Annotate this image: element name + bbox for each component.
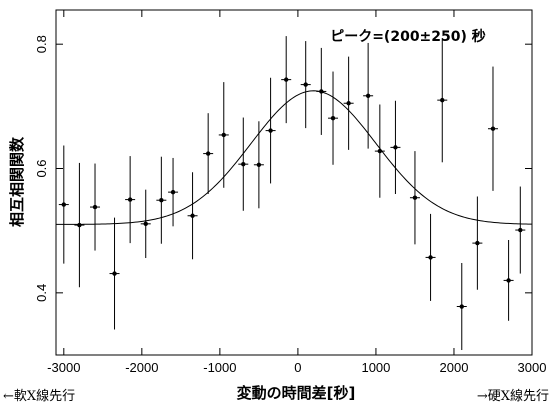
gaussian-fit-curve xyxy=(56,90,533,225)
data-point xyxy=(127,197,133,202)
peak-annotation: ピーク=(200±250) 秒 xyxy=(330,28,486,45)
data-point xyxy=(92,204,98,210)
data-point xyxy=(377,148,383,154)
data-point xyxy=(221,132,226,138)
data-point xyxy=(268,128,273,133)
y-tick-label: 0.8 xyxy=(34,35,49,53)
soft-xray-lead-note: ←軟X線先行 xyxy=(3,388,75,404)
data-point xyxy=(205,151,211,156)
data-point xyxy=(459,304,464,309)
data-point xyxy=(319,89,324,94)
data-point xyxy=(365,93,371,98)
x-tick-label: -3000 xyxy=(47,360,80,375)
data-points-layer xyxy=(58,36,526,351)
x-tick-label: 1000 xyxy=(361,360,390,375)
y-tick-label: 0.6 xyxy=(34,159,49,177)
data-point xyxy=(412,195,418,200)
data-point xyxy=(475,240,480,246)
data-point xyxy=(190,213,195,218)
data-point xyxy=(490,126,496,131)
data-point xyxy=(112,271,117,276)
data-point xyxy=(61,202,67,207)
data-point xyxy=(346,101,351,106)
x-tick-label: -2000 xyxy=(125,360,158,375)
data-point xyxy=(518,227,523,233)
data-point xyxy=(283,77,289,82)
data-point xyxy=(506,278,511,283)
x-tick-label: 2000 xyxy=(440,360,469,375)
data-point xyxy=(170,189,176,195)
fit-curve-layer xyxy=(56,90,533,225)
x-axis-title: 変動の時間差[秒] xyxy=(237,384,356,402)
data-point xyxy=(393,145,398,150)
y-axis-title: 相互相関関数 xyxy=(8,136,26,227)
x-tick-label: -1000 xyxy=(203,360,236,375)
hard-xray-lead-note: →硬X線先行 xyxy=(477,388,549,404)
data-point xyxy=(440,97,445,103)
y-axis-ticks: 0.4 0.6 0.8 xyxy=(34,35,532,302)
data-point xyxy=(256,162,262,167)
data-point xyxy=(159,198,164,203)
data-point xyxy=(330,115,336,121)
x-tick-label: 3000 xyxy=(518,360,547,375)
y-tick-label: 0.4 xyxy=(34,284,49,302)
data-point xyxy=(77,222,82,228)
x-axis-ticks: -3000 -2000 -1000 0 1000 2000 3000 xyxy=(47,10,546,375)
data-point xyxy=(303,82,308,87)
data-point xyxy=(428,255,433,260)
plot-frame xyxy=(55,9,533,356)
data-point xyxy=(143,221,148,227)
x-tick-label: 0 xyxy=(294,360,301,375)
data-point xyxy=(241,161,246,167)
